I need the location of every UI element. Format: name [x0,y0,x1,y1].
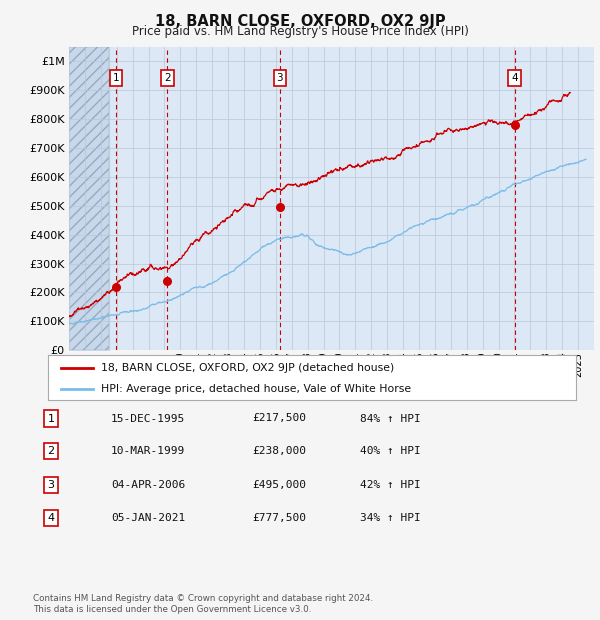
Text: £495,000: £495,000 [252,480,306,490]
Text: HPI: Average price, detached house, Vale of White Horse: HPI: Average price, detached house, Vale… [101,384,411,394]
Text: Price paid vs. HM Land Registry's House Price Index (HPI): Price paid vs. HM Land Registry's House … [131,25,469,38]
Text: 10-MAR-1999: 10-MAR-1999 [111,446,185,456]
Text: 1: 1 [113,73,119,83]
Text: 34% ↑ HPI: 34% ↑ HPI [360,513,421,523]
Text: 84% ↑ HPI: 84% ↑ HPI [360,414,421,423]
Text: 1: 1 [47,414,55,423]
Text: 3: 3 [277,73,283,83]
Text: 3: 3 [47,480,55,490]
Text: 2: 2 [164,73,171,83]
Text: 40% ↑ HPI: 40% ↑ HPI [360,446,421,456]
Text: Contains HM Land Registry data © Crown copyright and database right 2024.: Contains HM Land Registry data © Crown c… [33,593,373,603]
Text: This data is licensed under the Open Government Licence v3.0.: This data is licensed under the Open Gov… [33,604,311,614]
Text: 18, BARN CLOSE, OXFORD, OX2 9JP: 18, BARN CLOSE, OXFORD, OX2 9JP [155,14,445,29]
Text: £217,500: £217,500 [252,414,306,423]
Text: £238,000: £238,000 [252,446,306,456]
Text: £777,500: £777,500 [252,513,306,523]
Text: 04-APR-2006: 04-APR-2006 [111,480,185,490]
Text: 42% ↑ HPI: 42% ↑ HPI [360,480,421,490]
Text: 15-DEC-1995: 15-DEC-1995 [111,414,185,423]
Text: 2: 2 [47,446,55,456]
Text: 4: 4 [47,513,55,523]
Text: 4: 4 [511,73,518,83]
Text: 18, BARN CLOSE, OXFORD, OX2 9JP (detached house): 18, BARN CLOSE, OXFORD, OX2 9JP (detache… [101,363,394,373]
Text: 05-JAN-2021: 05-JAN-2021 [111,513,185,523]
